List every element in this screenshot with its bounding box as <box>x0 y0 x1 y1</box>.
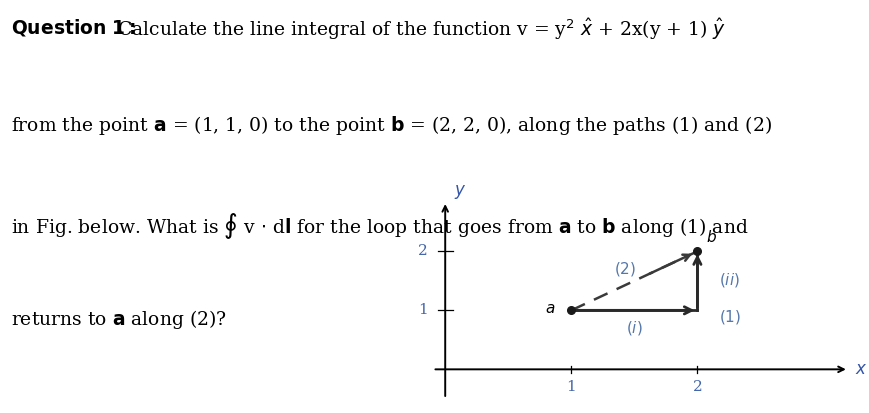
Text: 2: 2 <box>692 380 701 394</box>
Text: $(i)$: $(i)$ <box>625 319 642 337</box>
Text: in Fig. below. What is $\oint$ v $\cdot$ d$\mathbf{l}$ for the loop that goes fr: in Fig. below. What is $\oint$ v $\cdot$… <box>11 211 748 240</box>
Text: $(ii)$: $(ii)$ <box>718 271 739 289</box>
Text: Calculate the line integral of the function v = y$^2$ $\hat{x}$ + 2x(y + 1) $\ha: Calculate the line integral of the funct… <box>117 17 726 43</box>
Text: $\it{b}$: $\it{b}$ <box>706 230 716 245</box>
Text: $\mathbf{Question\ 1:}$: $\mathbf{Question\ 1:}$ <box>11 17 136 38</box>
Text: 2: 2 <box>417 244 427 259</box>
Text: 1: 1 <box>566 380 575 394</box>
Text: returns to $\mathbf{a}$ along (2)?: returns to $\mathbf{a}$ along (2)? <box>11 308 227 331</box>
Text: 1: 1 <box>417 303 427 317</box>
Text: $\it{y}$: $\it{y}$ <box>454 183 466 201</box>
Text: $\it{x}$: $\it{x}$ <box>854 361 866 378</box>
Text: $\it{a}$: $\it{a}$ <box>544 302 554 316</box>
Text: from the point $\mathbf{a}$ = (1, 1, 0) to the point $\mathbf{b}$ = (2, 2, 0), a: from the point $\mathbf{a}$ = (1, 1, 0) … <box>11 114 772 137</box>
Text: $(2)$: $(2)$ <box>614 260 636 278</box>
Text: $(1)$: $(1)$ <box>718 309 740 326</box>
